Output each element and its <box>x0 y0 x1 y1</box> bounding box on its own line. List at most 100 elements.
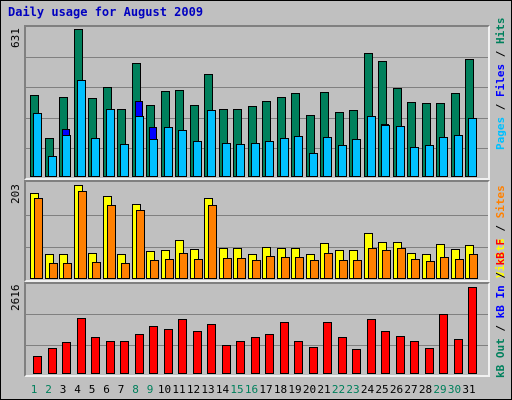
bar-pages-day-8 <box>134 116 144 177</box>
day-label-13: 13 <box>201 383 215 396</box>
bar-sites-day-2 <box>48 263 58 279</box>
day-label-26: 26 <box>389 383 404 396</box>
bar-kbf-day-11 <box>178 319 187 374</box>
gridline <box>26 57 488 58</box>
bar-sites-day-17 <box>266 256 275 279</box>
legend-bot-part-2: kB In <box>494 285 507 319</box>
bar-pages-day-16 <box>250 143 260 177</box>
day-label-18: 18 <box>273 383 288 396</box>
bar-pages-day-21 <box>323 137 332 177</box>
bar-pages-day-3 <box>62 135 71 177</box>
day-label-8: 8 <box>132 383 139 396</box>
gridline <box>26 215 488 216</box>
gridline <box>26 247 488 248</box>
bar-pages-day-14 <box>221 143 231 177</box>
bar-kbf-day-29 <box>439 314 448 374</box>
bar-pages-day-12 <box>192 141 202 177</box>
legend-mid-part-1: / <box>494 218 507 239</box>
day-label-22: 22 <box>331 383 346 396</box>
hits-panel <box>24 25 490 180</box>
bar-kbf-day-14 <box>221 345 231 374</box>
bar-sites-day-10 <box>164 259 174 279</box>
day-label-11: 11 <box>172 383 186 396</box>
legend-bot-part-1: / <box>494 318 507 339</box>
day-label-9: 9 <box>146 383 154 396</box>
day-label-25: 25 <box>375 383 389 396</box>
bar-kbf-day-5 <box>91 337 100 374</box>
day-label-31: 31 <box>462 383 476 396</box>
gridline <box>26 314 488 315</box>
legend-bot-part-0: kB Out <box>494 338 507 378</box>
bar-pages-day-23 <box>352 139 361 177</box>
bar-sites-day-9 <box>150 260 159 279</box>
bar-pages-day-10 <box>163 127 173 177</box>
bar-sites-day-11 <box>179 253 188 279</box>
bar-kbf-day-28 <box>424 348 434 374</box>
day-label-28: 28 <box>418 383 433 396</box>
bar-kbf-day-25 <box>381 331 390 374</box>
bar-sites-day-18 <box>280 257 290 279</box>
bar-pages-day-28 <box>424 145 434 177</box>
bar-sites-day-24 <box>367 248 377 279</box>
day-label-15: 15 <box>230 383 244 396</box>
bar-sites-day-5 <box>92 262 101 279</box>
bar-pages-day-5 <box>91 138 100 177</box>
bar-kbf-day-15 <box>236 341 245 374</box>
bar-pages-day-22 <box>337 145 347 177</box>
day-label-3: 3 <box>59 383 67 396</box>
legend-top-part-0: Pages <box>494 116 507 150</box>
bar-sites-day-29 <box>440 257 449 279</box>
day-label-24: 24 <box>360 383 375 396</box>
gridline <box>26 87 488 88</box>
bar-pages-day-13 <box>207 110 216 177</box>
bar-sites-day-19 <box>295 257 304 279</box>
bar-kbf-day-19 <box>294 341 303 374</box>
bar-kbf-day-2 <box>47 348 57 374</box>
bar-pages-day-11 <box>178 130 187 177</box>
legend-bot-part-3: / <box>494 265 507 286</box>
bar-pages-day-1 <box>33 113 42 177</box>
bar-kbf-day-8 <box>134 334 144 374</box>
bar-pages-day-7 <box>120 144 129 177</box>
day-label-12: 12 <box>186 383 201 396</box>
legend-top-part-1: / <box>494 97 507 117</box>
bar-sites-day-31 <box>469 254 478 279</box>
bar-kbf-day-12 <box>192 331 202 374</box>
y-max-label-visits: 203 <box>9 184 22 204</box>
legend-top-part-2: Files <box>494 63 507 97</box>
kb-panel <box>24 282 490 377</box>
bar-kbf-day-27 <box>410 341 419 374</box>
day-label-27: 27 <box>404 383 418 396</box>
day-label-2: 2 <box>45 383 52 396</box>
bar-sites-day-23 <box>353 260 362 279</box>
bar-pages-day-9 <box>149 139 158 177</box>
bar-kbf-day-9 <box>149 326 158 374</box>
bar-sites-day-1 <box>34 198 43 279</box>
bar-pages-day-26 <box>395 126 405 177</box>
bar-sites-day-21 <box>324 253 333 279</box>
day-label-6: 6 <box>103 383 110 396</box>
bar-kbf-day-24 <box>366 319 376 374</box>
bar-kbf-day-7 <box>120 341 129 374</box>
y-max-label-hits: 631 <box>9 28 22 48</box>
day-label-19: 19 <box>288 383 302 396</box>
bar-kbf-day-3 <box>62 342 71 374</box>
day-label-4: 4 <box>74 383 81 396</box>
day-label-23: 23 <box>346 383 360 396</box>
chart-title: Daily usage for August 2009 <box>8 5 204 19</box>
bar-kbf-day-1 <box>33 356 42 374</box>
bar-pages-day-17 <box>265 141 274 177</box>
bar-kbf-day-30 <box>453 339 463 374</box>
bar-kbf-day-23 <box>352 349 361 374</box>
day-label-16: 16 <box>244 383 259 396</box>
day-label-20: 20 <box>302 383 317 396</box>
day-label-29: 29 <box>433 383 447 396</box>
bar-sites-day-4 <box>77 191 87 279</box>
bar-kbf-day-6 <box>105 341 115 374</box>
bar-sites-day-22 <box>338 260 348 279</box>
bar-sites-day-14 <box>222 258 232 279</box>
legend-pages-files-hits: Pages / Files / Hits <box>494 18 507 151</box>
visits-panel <box>24 180 490 282</box>
bar-kbf-day-16 <box>250 337 260 374</box>
bar-sites-day-28 <box>425 261 435 279</box>
